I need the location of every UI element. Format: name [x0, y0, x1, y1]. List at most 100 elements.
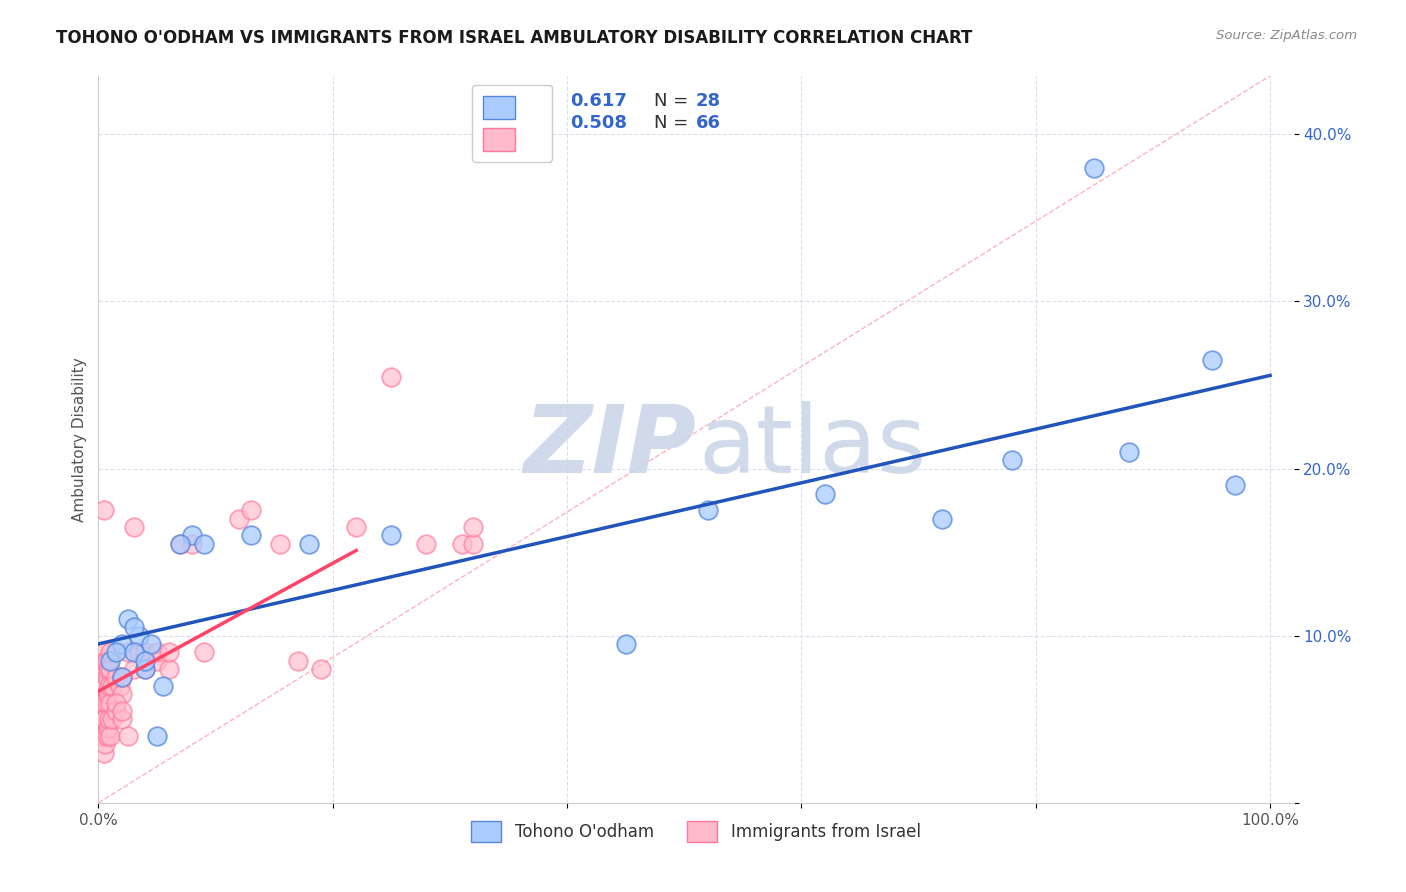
Point — [111, 687, 134, 701]
Point — [298, 537, 321, 551]
Point — [814, 486, 837, 500]
Y-axis label: Ambulatory Disability: Ambulatory Disability — [72, 357, 87, 522]
Point — [193, 645, 215, 659]
Point — [415, 537, 437, 551]
Text: N =: N = — [654, 92, 695, 111]
Point — [128, 629, 150, 643]
Text: 0.617: 0.617 — [571, 92, 627, 111]
Point — [97, 721, 120, 735]
Point — [122, 662, 145, 676]
Point — [181, 528, 204, 542]
Point — [111, 637, 134, 651]
Point — [146, 729, 169, 743]
Point — [146, 654, 169, 668]
Point — [117, 729, 139, 743]
Point — [98, 654, 121, 668]
Point — [93, 729, 115, 743]
Point — [128, 645, 150, 659]
Point — [98, 712, 121, 726]
Text: 0.508: 0.508 — [571, 114, 627, 132]
Point — [931, 511, 953, 525]
Point — [93, 662, 115, 676]
Point — [91, 729, 114, 743]
Point — [93, 712, 115, 726]
Point — [380, 369, 402, 384]
Point — [96, 654, 118, 668]
Point — [93, 679, 115, 693]
Point — [111, 704, 134, 718]
Point — [450, 537, 472, 551]
Text: R =: R = — [517, 92, 561, 111]
Point — [157, 662, 180, 676]
Point — [98, 679, 121, 693]
Point — [1001, 453, 1024, 467]
Point — [98, 729, 121, 743]
Point — [101, 712, 124, 726]
Point — [239, 503, 262, 517]
Point — [93, 503, 115, 517]
Point — [181, 537, 204, 551]
Point — [93, 696, 115, 710]
Point — [97, 687, 120, 701]
Point — [97, 662, 120, 676]
Point — [122, 520, 145, 534]
Point — [463, 520, 485, 534]
Point — [96, 696, 118, 710]
Point — [105, 645, 128, 659]
Point — [94, 679, 117, 693]
Point — [169, 537, 191, 551]
Point — [111, 670, 134, 684]
Point — [380, 528, 402, 542]
Text: N =: N = — [654, 114, 695, 132]
Point — [1118, 445, 1140, 459]
Point — [98, 662, 121, 676]
Point — [96, 729, 118, 743]
Point — [94, 654, 117, 668]
Point — [1083, 161, 1105, 175]
Point — [134, 654, 156, 668]
Point — [90, 712, 114, 726]
Point — [105, 704, 128, 718]
Point — [1201, 353, 1223, 368]
Text: 28: 28 — [696, 92, 721, 111]
Point — [134, 662, 156, 676]
Text: TOHONO O'ODHAM VS IMMIGRANTS FROM ISRAEL AMBULATORY DISABILITY CORRELATION CHART: TOHONO O'ODHAM VS IMMIGRANTS FROM ISRAEL… — [56, 29, 973, 46]
Point — [193, 537, 215, 551]
Point — [98, 645, 121, 659]
Point — [239, 528, 262, 542]
Point — [1223, 478, 1246, 492]
Point — [90, 679, 114, 693]
Point — [344, 520, 367, 534]
Point — [122, 620, 145, 634]
Text: R =: R = — [517, 114, 561, 132]
Point — [146, 645, 169, 659]
Point — [93, 645, 115, 659]
Point — [96, 670, 118, 684]
Point — [134, 662, 156, 676]
Point — [111, 670, 134, 684]
Point — [117, 645, 139, 659]
Point — [94, 737, 117, 751]
Point — [141, 637, 163, 651]
Point — [98, 696, 121, 710]
Point — [90, 704, 112, 718]
Point — [93, 746, 115, 760]
Point — [117, 612, 139, 626]
Point — [463, 537, 485, 551]
Legend: Tohono O'odham, Immigrants from Israel: Tohono O'odham, Immigrants from Israel — [465, 814, 927, 849]
Point — [614, 637, 637, 651]
Text: atlas: atlas — [699, 401, 927, 492]
Text: Source: ZipAtlas.com: Source: ZipAtlas.com — [1216, 29, 1357, 42]
Point — [91, 662, 114, 676]
Point — [122, 645, 145, 659]
Point — [169, 537, 191, 551]
Point — [94, 712, 117, 726]
Point — [269, 537, 291, 551]
Point — [152, 679, 174, 693]
Point — [696, 503, 718, 517]
Point — [91, 696, 114, 710]
Point — [101, 679, 124, 693]
Point — [157, 645, 180, 659]
Text: ZIP: ZIP — [523, 401, 696, 492]
Point — [309, 662, 332, 676]
